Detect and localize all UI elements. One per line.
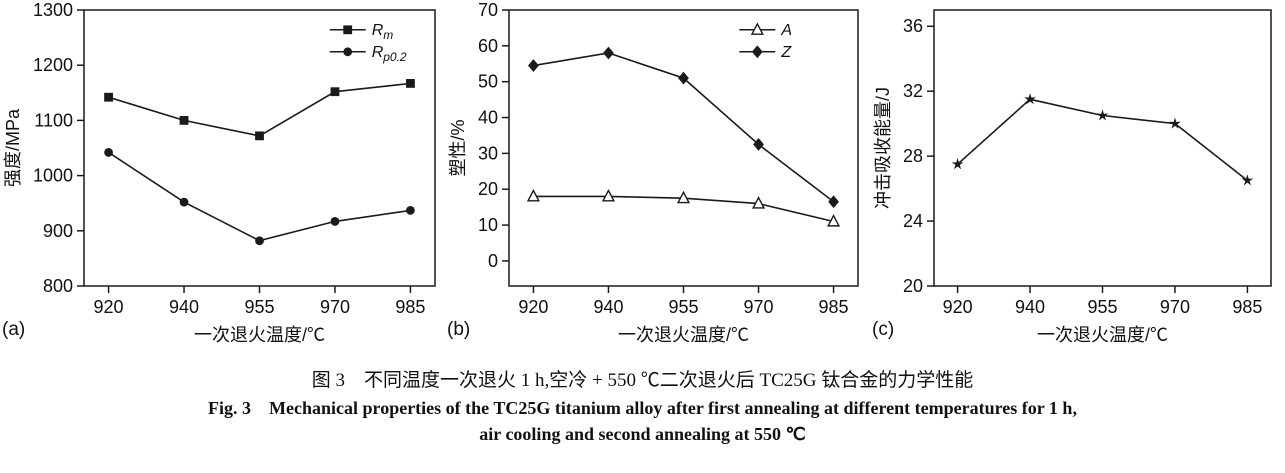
figure-caption: 图 3 不同温度一次退火 1 h,空冷 + 550 ℃二次退火后 TC25G 钛… — [0, 367, 1285, 447]
svg-text:Z: Z — [780, 44, 792, 61]
svg-text:955: 955 — [668, 297, 698, 317]
svg-text:985: 985 — [819, 297, 849, 317]
svg-text:0: 0 — [488, 251, 498, 271]
svg-text:28: 28 — [903, 146, 923, 166]
panel-label-b: (b) — [447, 319, 471, 340]
svg-text:1200: 1200 — [33, 55, 73, 75]
svg-text:940: 940 — [1015, 297, 1045, 317]
svg-text:36: 36 — [903, 16, 923, 36]
svg-text:1000: 1000 — [33, 166, 73, 186]
caption-line-en-2: air cooling and second annealing at 550 … — [479, 424, 806, 444]
svg-text:955: 955 — [244, 297, 274, 317]
chart-panel-c: 20 24 28 32 36 920 940 955 970 985 一次退火温度/℃ 冲击吸收能量/… — [870, 0, 1285, 353]
svg-text:970: 970 — [744, 297, 774, 317]
svg-text:920: 920 — [94, 297, 124, 317]
svg-text:30: 30 — [478, 143, 498, 163]
svg-text:985: 985 — [395, 297, 425, 317]
svg-text:920: 920 — [943, 297, 973, 317]
svg-text:强度/MPa: 强度/MPa — [3, 108, 23, 187]
svg-text:Rm: Rm — [372, 22, 394, 42]
svg-text:40: 40 — [478, 108, 498, 128]
svg-text:970: 970 — [320, 297, 350, 317]
panel-label-c: (c) — [872, 319, 895, 340]
svg-text:一次退火温度/℃: 一次退火温度/℃ — [1037, 325, 1168, 345]
chart-b-plasticity: 0 10 20 30 40 50 60 70 920 940 955 970 985 一次退火温度/℃ 塑性… — [448, 0, 859, 345]
panel-label-a: (a) — [2, 319, 26, 340]
caption-line-en-1: Fig. 3 Mechanical properties of the TC25… — [208, 398, 1077, 418]
chart-a-strength: 800 900 1000 1100 1200 1300 920 940 955 970 985 一次退… — [3, 0, 436, 345]
svg-text:955: 955 — [1087, 297, 1117, 317]
svg-text:24: 24 — [903, 211, 923, 231]
svg-text:70: 70 — [478, 0, 498, 20]
svg-text:1300: 1300 — [33, 0, 73, 20]
chart-c-impact-energy: 20 24 28 32 36 920 940 955 970 985 一次退火温度/℃ 冲击吸收能量/… — [873, 9, 1272, 345]
svg-text:A: A — [780, 22, 792, 39]
svg-text:1100: 1100 — [34, 110, 73, 130]
svg-text:32: 32 — [903, 81, 923, 101]
svg-text:800: 800 — [43, 276, 73, 296]
svg-text:940: 940 — [169, 297, 199, 317]
figure-charts-row: 800 900 1000 1100 1200 1300 920 940 955 970 985 一次退… — [0, 0, 1285, 353]
svg-text:50: 50 — [478, 72, 498, 92]
svg-text:塑性/%: 塑性/% — [448, 119, 468, 176]
svg-text:920: 920 — [518, 297, 548, 317]
svg-text:970: 970 — [1160, 297, 1190, 317]
svg-text:10: 10 — [478, 215, 498, 235]
svg-text:20: 20 — [478, 179, 498, 199]
svg-text:900: 900 — [43, 221, 73, 241]
svg-text:一次退火温度/℃: 一次退火温度/℃ — [618, 325, 749, 345]
svg-text:冲击吸收能量/J: 冲击吸收能量/J — [873, 87, 893, 209]
svg-text:60: 60 — [478, 36, 498, 56]
chart-panel-b: 0 10 20 30 40 50 60 70 920 940 955 970 985 一次退火温度/℃ 塑性… — [445, 0, 870, 353]
svg-text:Rp0.2: Rp0.2 — [372, 44, 407, 64]
svg-text:一次退火温度/℃: 一次退火温度/℃ — [194, 325, 325, 345]
svg-text:985: 985 — [1232, 297, 1262, 317]
caption-line-zh: 图 3 不同温度一次退火 1 h,空冷 + 550 ℃二次退火后 TC25G 钛… — [311, 370, 974, 391]
svg-text:940: 940 — [593, 297, 623, 317]
chart-panel-a: 800 900 1000 1100 1200 1300 920 940 955 970 985 一次退… — [0, 0, 445, 353]
svg-text:20: 20 — [903, 276, 923, 296]
